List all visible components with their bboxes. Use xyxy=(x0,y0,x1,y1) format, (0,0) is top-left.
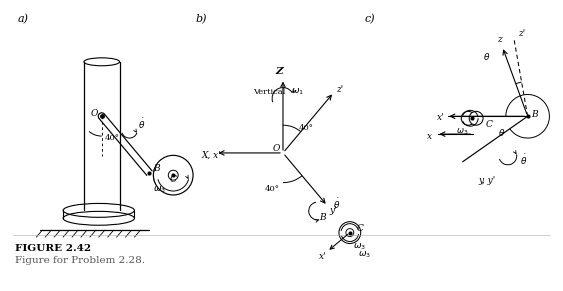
Ellipse shape xyxy=(154,155,193,195)
Text: Z: Z xyxy=(275,67,283,76)
Text: $\dot{\theta}$: $\dot{\theta}$ xyxy=(333,197,340,211)
Ellipse shape xyxy=(84,58,119,66)
Text: $\omega_3$: $\omega_3$ xyxy=(154,185,167,195)
Ellipse shape xyxy=(159,164,171,186)
Ellipse shape xyxy=(461,111,475,125)
Ellipse shape xyxy=(63,203,135,217)
Text: FIGURE 2.42: FIGURE 2.42 xyxy=(15,244,91,253)
Text: x': x' xyxy=(436,113,444,122)
Text: $\theta$: $\theta$ xyxy=(483,51,490,62)
Ellipse shape xyxy=(469,111,483,125)
Text: Figure for Problem 2.28.: Figure for Problem 2.28. xyxy=(15,256,145,265)
Text: X, x': X, x' xyxy=(202,150,221,159)
Text: 40°: 40° xyxy=(105,134,119,142)
Text: z: z xyxy=(497,35,502,44)
Text: y, y': y, y' xyxy=(478,176,495,185)
Ellipse shape xyxy=(154,164,166,186)
Text: Vertical: Vertical xyxy=(253,88,285,95)
Text: $\omega_3$: $\omega_3$ xyxy=(353,241,366,252)
Text: C: C xyxy=(357,224,364,233)
Text: $\omega_3$: $\omega_3$ xyxy=(457,127,468,137)
Text: x: x xyxy=(427,132,432,141)
Text: C: C xyxy=(169,175,176,184)
Text: x': x' xyxy=(319,252,327,261)
Text: B: B xyxy=(320,213,326,222)
Text: 40°: 40° xyxy=(299,124,314,132)
Text: c): c) xyxy=(364,14,375,24)
Text: O: O xyxy=(91,109,98,118)
Text: C: C xyxy=(486,120,493,129)
Text: B: B xyxy=(154,164,160,173)
Text: O: O xyxy=(273,144,280,153)
Text: b): b) xyxy=(196,14,207,24)
Text: $\dot{\theta}$: $\dot{\theta}$ xyxy=(138,117,146,131)
Text: $\theta$: $\theta$ xyxy=(498,127,505,138)
Text: 40°: 40° xyxy=(265,184,280,193)
Text: $\omega_3$: $\omega_3$ xyxy=(358,249,371,260)
Text: y': y' xyxy=(329,207,337,216)
Text: a): a) xyxy=(17,14,29,24)
Text: B: B xyxy=(531,110,538,119)
Text: $\omega_1$: $\omega_1$ xyxy=(291,86,304,97)
Text: $\dot{\theta}$: $\dot{\theta}$ xyxy=(520,153,527,167)
Text: z': z' xyxy=(518,29,525,38)
Text: z': z' xyxy=(336,85,343,94)
Ellipse shape xyxy=(339,222,361,244)
